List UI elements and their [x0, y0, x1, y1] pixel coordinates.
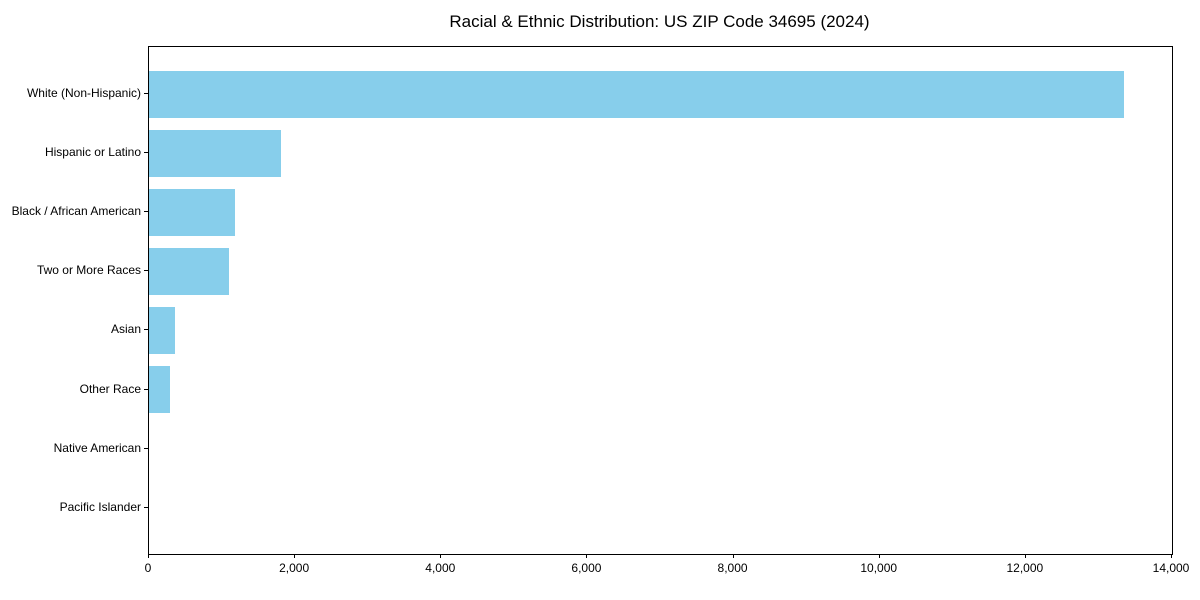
y-axis-tick	[144, 447, 148, 449]
x-axis-tick	[294, 554, 296, 558]
y-tick-label-native-american: Native American	[53, 440, 141, 455]
x-axis-tick	[440, 554, 442, 558]
x-axis-tick	[1024, 554, 1026, 558]
y-axis-tick	[144, 270, 148, 272]
bar-white-non-hispanic	[149, 70, 1124, 118]
plot-area	[148, 46, 1173, 555]
x-axis-tick	[1171, 554, 1172, 558]
y-axis-tick	[144, 329, 148, 331]
bar-other-race	[149, 366, 171, 413]
y-tick-label-black-african-american: Black / African American	[11, 204, 141, 219]
y-tick-label-white-non-hispanic: White (Non-Hispanic)	[26, 86, 141, 100]
y-axis-tick	[144, 93, 148, 94]
y-axis-tick	[144, 211, 148, 213]
y-tick-label-asian: Asian	[110, 322, 141, 337]
x-tick-label-14000: 14,000	[1152, 561, 1190, 575]
chart-title: Racial & Ethnic Distribution: US ZIP Cod…	[449, 12, 870, 31]
y-tick-label-hispanic-or-latino: Hispanic or Latino	[44, 145, 141, 160]
x-axis-tick	[878, 554, 880, 558]
y-axis-tick	[144, 506, 148, 508]
bar-asian	[149, 306, 176, 354]
bar-black-african-american	[149, 188, 236, 236]
x-tick-label-0: 0	[144, 561, 152, 575]
x-tick-label-12000: 12,000	[1006, 561, 1044, 575]
x-tick-label-2000: 2,000	[279, 561, 310, 575]
y-tick-label-two-or-more-races: Two or More Races	[36, 263, 141, 278]
x-tick-label-6000: 6,000	[571, 561, 602, 575]
x-axis-tick	[586, 554, 588, 558]
y-axis-tick	[144, 152, 148, 154]
x-tick-label-4000: 4,000	[425, 561, 456, 575]
y-axis-tick	[144, 388, 148, 390]
y-tick-label-pacific-islander: Pacific Islander	[59, 499, 141, 514]
y-tick-label-other-race: Other Race	[79, 381, 141, 396]
x-tick-label-10000: 10,000	[860, 561, 898, 575]
x-axis-tick	[732, 554, 734, 558]
x-axis-tick	[148, 554, 149, 558]
x-tick-label-8000: 8,000	[717, 561, 748, 575]
bar-hispanic-or-latino	[149, 129, 282, 177]
bar-two-or-more-races	[149, 247, 230, 295]
